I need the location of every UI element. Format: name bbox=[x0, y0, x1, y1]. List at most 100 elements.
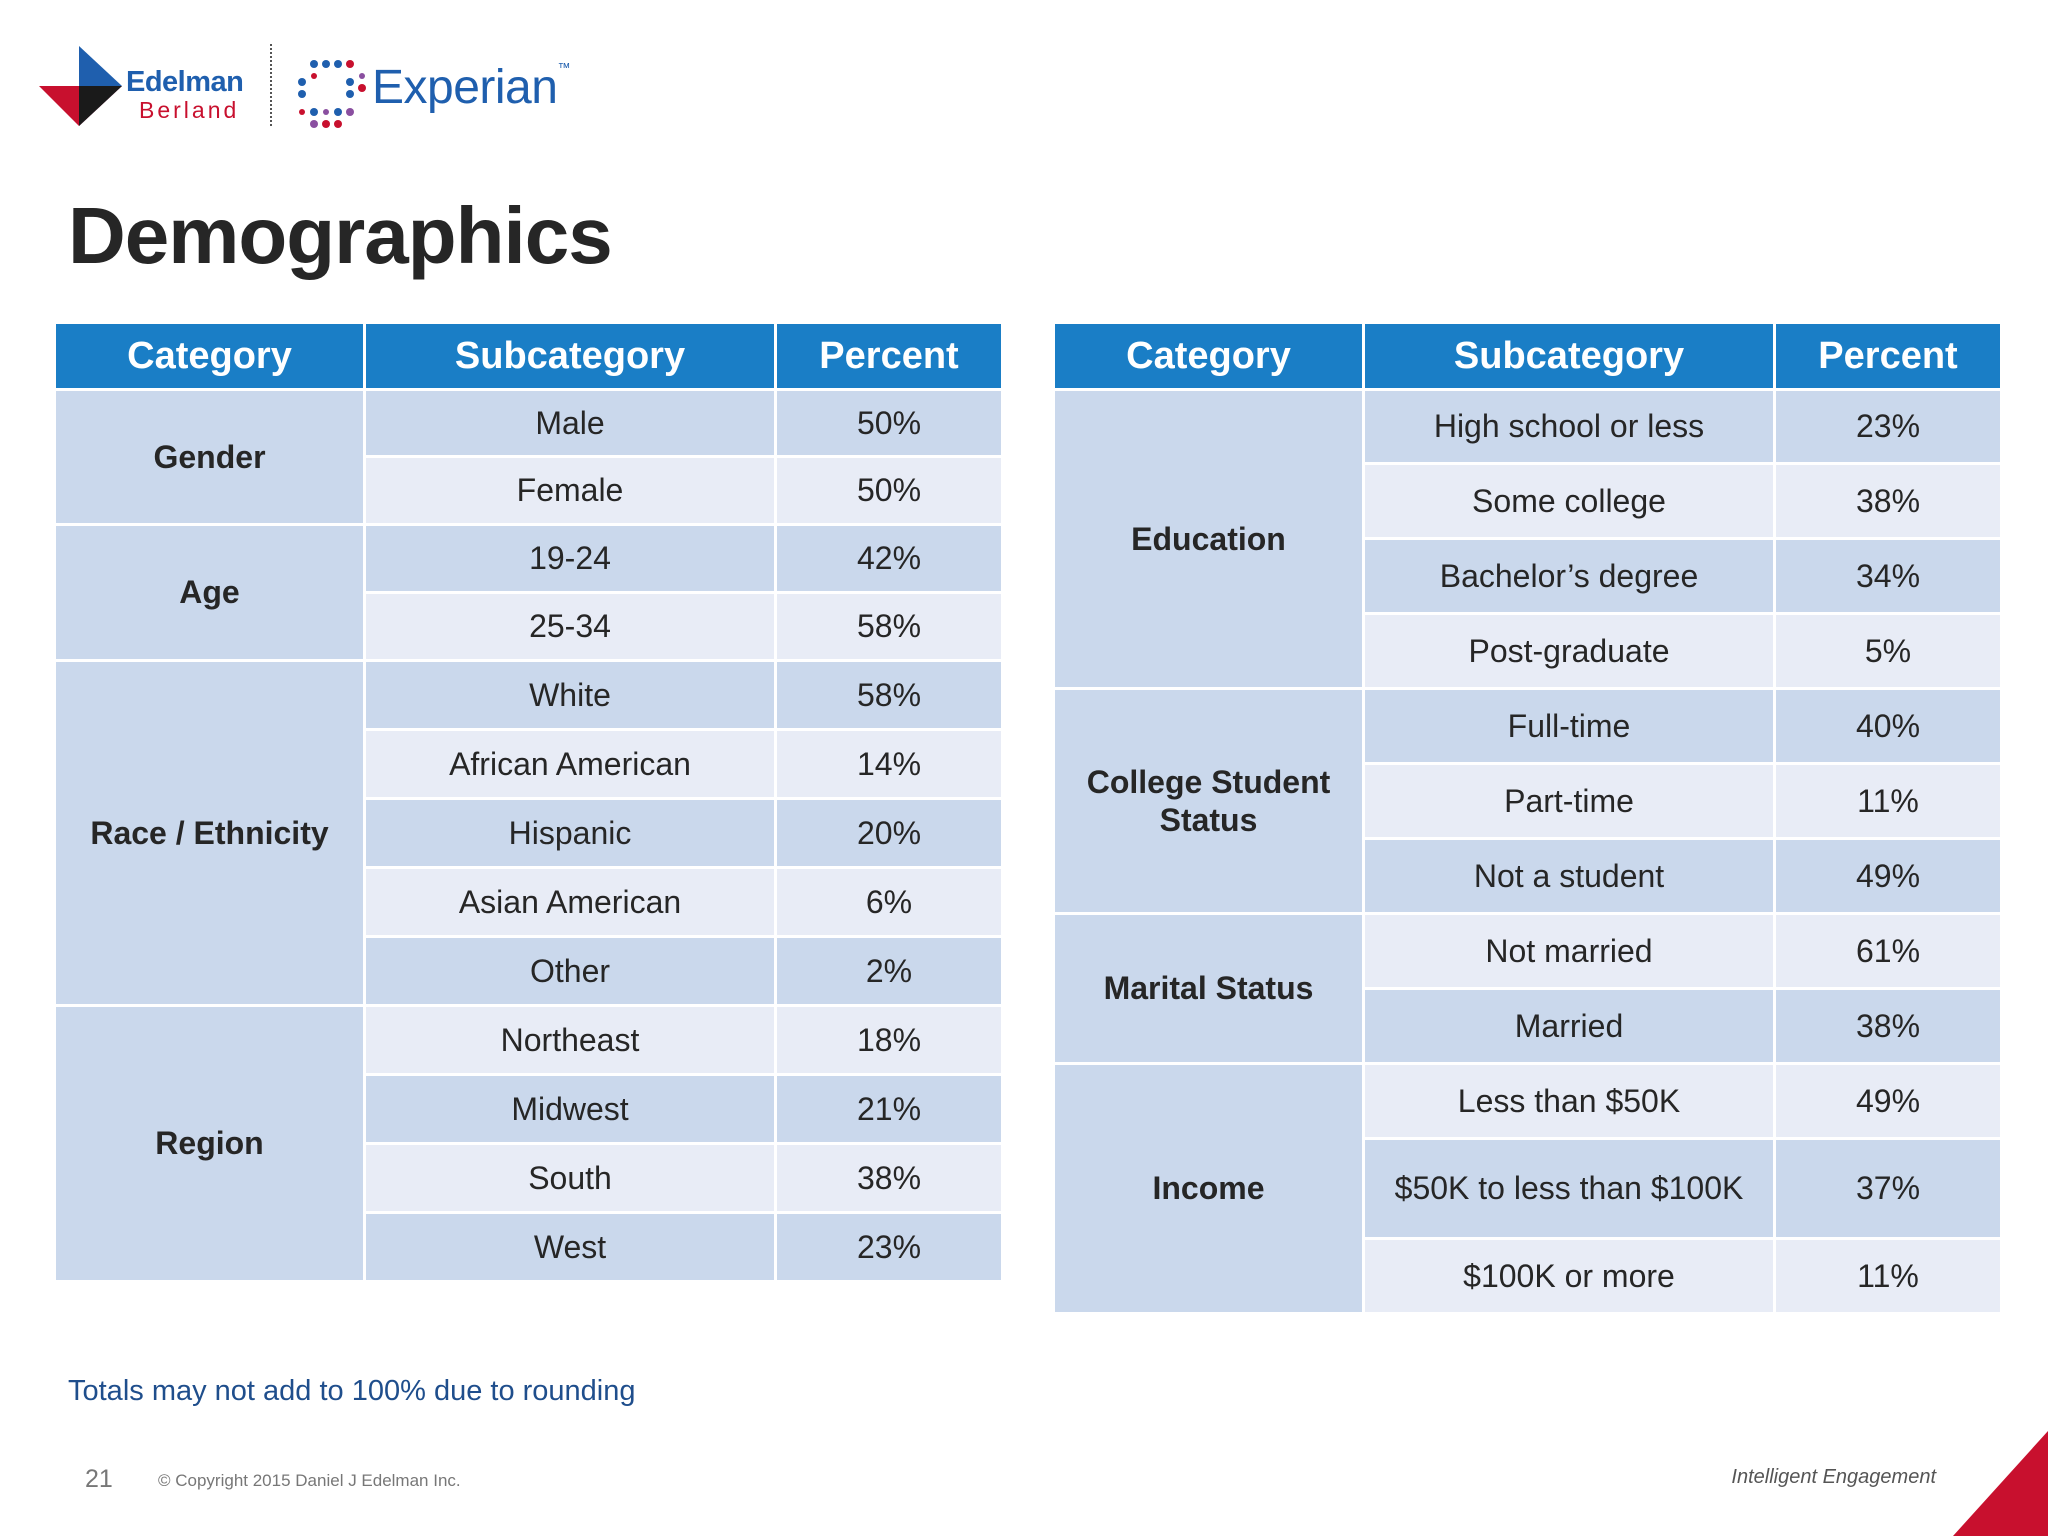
demographics-table-left: Category Subcategory Percent Gender Male… bbox=[53, 321, 1004, 1283]
subcategory-cell: West bbox=[366, 1214, 774, 1280]
table-row: Race / Ethnicity White 58% bbox=[56, 662, 1001, 1004]
subcategory-cell: Northeast bbox=[366, 1007, 774, 1073]
table-row: South 38% bbox=[56, 1145, 1001, 1211]
percent-cell: 23% bbox=[777, 1214, 1001, 1280]
tagline: Intelligent Engagement bbox=[1731, 1466, 1936, 1488]
table-row: Some college 38% bbox=[1055, 465, 2000, 537]
table-row: 25-34 58% bbox=[56, 594, 1001, 659]
percent-cell: 20% bbox=[777, 800, 1001, 866]
table-row: Midwest 21% bbox=[56, 1076, 1001, 1142]
subcategory-cell: African American bbox=[366, 731, 774, 797]
percent-cell: 21% bbox=[777, 1076, 1001, 1142]
table-row: Part-time 11% bbox=[1055, 765, 2000, 837]
edelman-logo-icon bbox=[39, 46, 122, 126]
experian-logo-icon bbox=[298, 60, 366, 128]
table-row: West 23% bbox=[56, 1214, 1001, 1280]
table-row: Gender Male 50% bbox=[56, 391, 1001, 523]
edelman-logo-text: Edelman bbox=[126, 66, 244, 98]
subcategory-cell: Asian American bbox=[366, 869, 774, 935]
column-header-subcategory: Subcategory bbox=[1365, 324, 1773, 388]
percent-cell: 11% bbox=[1776, 1240, 2000, 1312]
percent-cell: 49% bbox=[1776, 1065, 2000, 1137]
table-row: Married 38% bbox=[1055, 990, 2000, 1062]
percent-cell: 18% bbox=[777, 1007, 1001, 1073]
percent-cell: 49% bbox=[1776, 840, 2000, 912]
table-header-row: Category Subcategory Percent bbox=[1055, 324, 2000, 388]
logo-divider bbox=[270, 44, 272, 126]
category-cell-education: Education bbox=[1055, 391, 1362, 687]
percent-cell: 14% bbox=[777, 731, 1001, 797]
column-header-category: Category bbox=[1055, 324, 1362, 388]
category-cell-marital-status: Marital Status bbox=[1055, 915, 1362, 1062]
category-cell-region: Region bbox=[56, 1007, 363, 1280]
table-row: College Student Status Full-time 40% bbox=[1055, 690, 2000, 912]
percent-cell: 50% bbox=[777, 391, 1001, 455]
subcategory-cell: Less than $50K bbox=[1365, 1065, 1773, 1137]
percent-cell: 2% bbox=[777, 938, 1001, 1004]
logo-area: Edelman Berland Experian™ bbox=[36, 40, 596, 140]
subcategory-cell: Female bbox=[366, 458, 774, 523]
table-row: Not a student 49% bbox=[1055, 840, 2000, 912]
subcategory-cell: Part-time bbox=[1365, 765, 1773, 837]
subcategory-cell: Bachelor’s degree bbox=[1365, 540, 1773, 612]
table-row: $50K to less than $100K 37% bbox=[1055, 1140, 2000, 1237]
table-row: Asian American 6% bbox=[56, 869, 1001, 935]
column-header-subcategory: Subcategory bbox=[366, 324, 774, 388]
table-row: Marital Status Not married 61% bbox=[1055, 915, 2000, 1062]
footnote: Totals may not add to 100% due to roundi… bbox=[68, 1375, 636, 1407]
column-header-percent: Percent bbox=[1776, 324, 2000, 388]
subcategory-cell: Hispanic bbox=[366, 800, 774, 866]
subcategory-cell: $50K to less than $100K bbox=[1365, 1140, 1773, 1237]
category-cell-race-ethnicity: Race / Ethnicity bbox=[56, 662, 363, 1004]
table-header-row: Category Subcategory Percent bbox=[56, 324, 1001, 388]
column-header-percent: Percent bbox=[777, 324, 1001, 388]
subcategory-cell: 25-34 bbox=[366, 594, 774, 659]
table-row: Post-graduate 5% bbox=[1055, 615, 2000, 687]
corner-triangle-icon bbox=[1953, 1431, 2048, 1536]
percent-cell: 34% bbox=[1776, 540, 2000, 612]
subcategory-cell: Not married bbox=[1365, 915, 1773, 987]
experian-logo-text: Experian™ bbox=[372, 60, 570, 114]
subcategory-cell: 19-24 bbox=[366, 526, 774, 591]
subcategory-cell: Male bbox=[366, 391, 774, 455]
table-row: $100K or more 11% bbox=[1055, 1240, 2000, 1312]
percent-cell: 50% bbox=[777, 458, 1001, 523]
table-row: Income Less than $50K 49% bbox=[1055, 1065, 2000, 1312]
subcategory-cell: Other bbox=[366, 938, 774, 1004]
percent-cell: 11% bbox=[1776, 765, 2000, 837]
percent-cell: 58% bbox=[777, 662, 1001, 728]
copyright-notice: © Copyright 2015 Daniel J Edelman Inc. bbox=[158, 1471, 461, 1490]
percent-cell: 40% bbox=[1776, 690, 2000, 762]
percent-cell: 58% bbox=[777, 594, 1001, 659]
berland-logo-text: Berland bbox=[139, 97, 240, 123]
percent-cell: 5% bbox=[1776, 615, 2000, 687]
table-row: African American 14% bbox=[56, 731, 1001, 797]
subcategory-cell: Full-time bbox=[1365, 690, 1773, 762]
subcategory-cell: $100K or more bbox=[1365, 1240, 1773, 1312]
demographics-table-right: Category Subcategory Percent Education H… bbox=[1052, 321, 2003, 1315]
page-title: Demographics bbox=[68, 191, 613, 280]
page-number: 21 bbox=[85, 1465, 113, 1493]
table-row: Bachelor’s degree 34% bbox=[1055, 540, 2000, 612]
table-row: Region Northeast 18% bbox=[56, 1007, 1001, 1280]
percent-cell: 38% bbox=[1776, 990, 2000, 1062]
subcategory-cell: High school or less bbox=[1365, 391, 1773, 462]
percent-cell: 38% bbox=[1776, 465, 2000, 537]
subcategory-cell: White bbox=[366, 662, 774, 728]
category-cell-college-student-status: College Student Status bbox=[1055, 690, 1362, 912]
table-row: Education High school or less 23% bbox=[1055, 391, 2000, 687]
subcategory-cell: Midwest bbox=[366, 1076, 774, 1142]
percent-cell: 38% bbox=[777, 1145, 1001, 1211]
percent-cell: 23% bbox=[1776, 391, 2000, 462]
subcategory-cell: South bbox=[366, 1145, 774, 1211]
table-row: Age 19-24 42% bbox=[56, 526, 1001, 659]
table-row: Other 2% bbox=[56, 938, 1001, 1004]
category-cell-income: Income bbox=[1055, 1065, 1362, 1312]
percent-cell: 42% bbox=[777, 526, 1001, 591]
subcategory-cell: Not a student bbox=[1365, 840, 1773, 912]
table-row: Hispanic 20% bbox=[56, 800, 1001, 866]
percent-cell: 61% bbox=[1776, 915, 2000, 987]
subcategory-cell: Post-graduate bbox=[1365, 615, 1773, 687]
percent-cell: 37% bbox=[1776, 1140, 2000, 1237]
percent-cell: 6% bbox=[777, 869, 1001, 935]
